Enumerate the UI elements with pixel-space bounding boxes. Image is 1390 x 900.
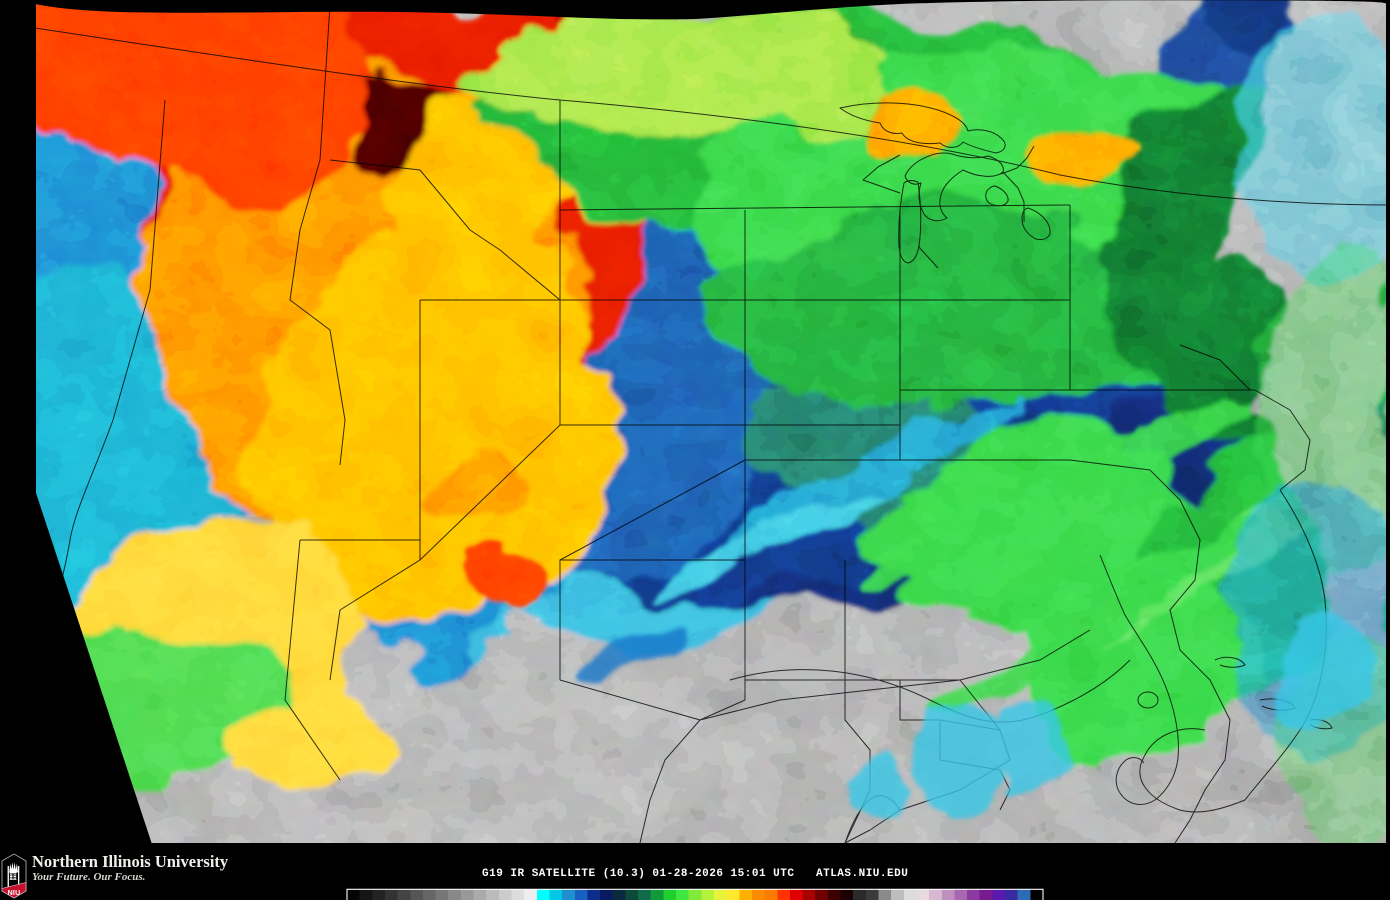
svg-text:Your Future. Our Focus.: Your Future. Our Focus. bbox=[32, 871, 145, 883]
svg-text:NIU: NIU bbox=[8, 890, 21, 897]
svg-text:ATLAS.NIU.EDU: ATLAS.NIU.EDU bbox=[816, 868, 908, 880]
svg-text:Northern Illinois University: Northern Illinois University bbox=[32, 852, 229, 871]
svg-text:G19 IR SATELLITE (10.3) 01-28: G19 IR SATELLITE (10.3) 01-28-2026 15:01… bbox=[482, 868, 794, 880]
